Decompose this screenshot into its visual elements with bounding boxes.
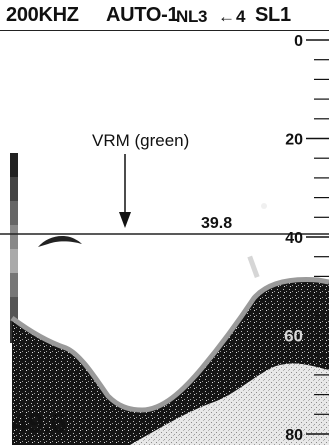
advance-speed-indicator: 4	[236, 7, 246, 26]
current-depth-readout: 49.6	[12, 407, 67, 438]
noise-mark	[261, 203, 267, 209]
depth-label-60: 60	[284, 327, 303, 346]
depth-scale: 0 20 40 60 80	[284, 33, 329, 444]
depth-label-0: 0	[294, 33, 303, 50]
fish-echo	[38, 236, 82, 247]
color-scale-bar	[10, 153, 18, 343]
frequency-indicator: 200KHZ	[6, 4, 79, 26]
status-bar: 200KHZ AUTO-1 NL3 ← 4 SL1	[0, 0, 329, 31]
depth-label-20: 20	[285, 132, 303, 149]
depth-label-80: 80	[285, 427, 303, 444]
depth-label-40: 40	[285, 230, 303, 247]
vrm-depth-value: 39.8	[201, 215, 232, 232]
seabed-edge	[10, 277, 329, 413]
noise-limiter-indicator: NL3	[176, 7, 208, 26]
vrm-annotation: VRM (green)	[92, 131, 189, 150]
advance-arrow-icon: ←	[218, 7, 235, 26]
seabed-sub-bottom-layer	[130, 363, 329, 445]
noise-mark	[247, 255, 260, 279]
vrm-pointer-arrow-icon	[119, 212, 131, 228]
echogram-display: 39.8 VRM (green) 0 20 40 60 80 49.6	[0, 30, 329, 445]
gain-mode-indicator: AUTO-1	[106, 4, 179, 26]
echogram-canvas: 39.8 VRM (green) 0 20 40 60 80 49.6	[0, 33, 329, 445]
signal-level-indicator: SL1	[255, 4, 291, 26]
